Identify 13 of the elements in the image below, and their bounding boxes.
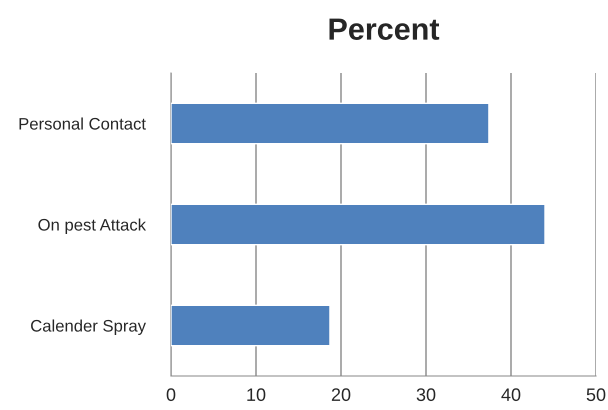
chart-title: Percent bbox=[330, 18, 440, 40]
x-tick-label: 30 bbox=[416, 388, 436, 402]
x-tick-label: 50 bbox=[586, 388, 606, 402]
x-tick-label: 40 bbox=[501, 388, 520, 402]
x-tick-label: 20 bbox=[332, 388, 350, 402]
bar bbox=[171, 102, 490, 144]
x-tick-label: 10 bbox=[247, 388, 266, 402]
y-tick-label: Calender Spray bbox=[31, 319, 146, 335]
bar bbox=[171, 304, 331, 346]
bar bbox=[171, 204, 546, 246]
y-tick-label: On pest Attack bbox=[38, 218, 146, 234]
y-tick-label: Personal Contact bbox=[20, 117, 146, 130]
x-tick-label: 0 bbox=[166, 388, 176, 402]
